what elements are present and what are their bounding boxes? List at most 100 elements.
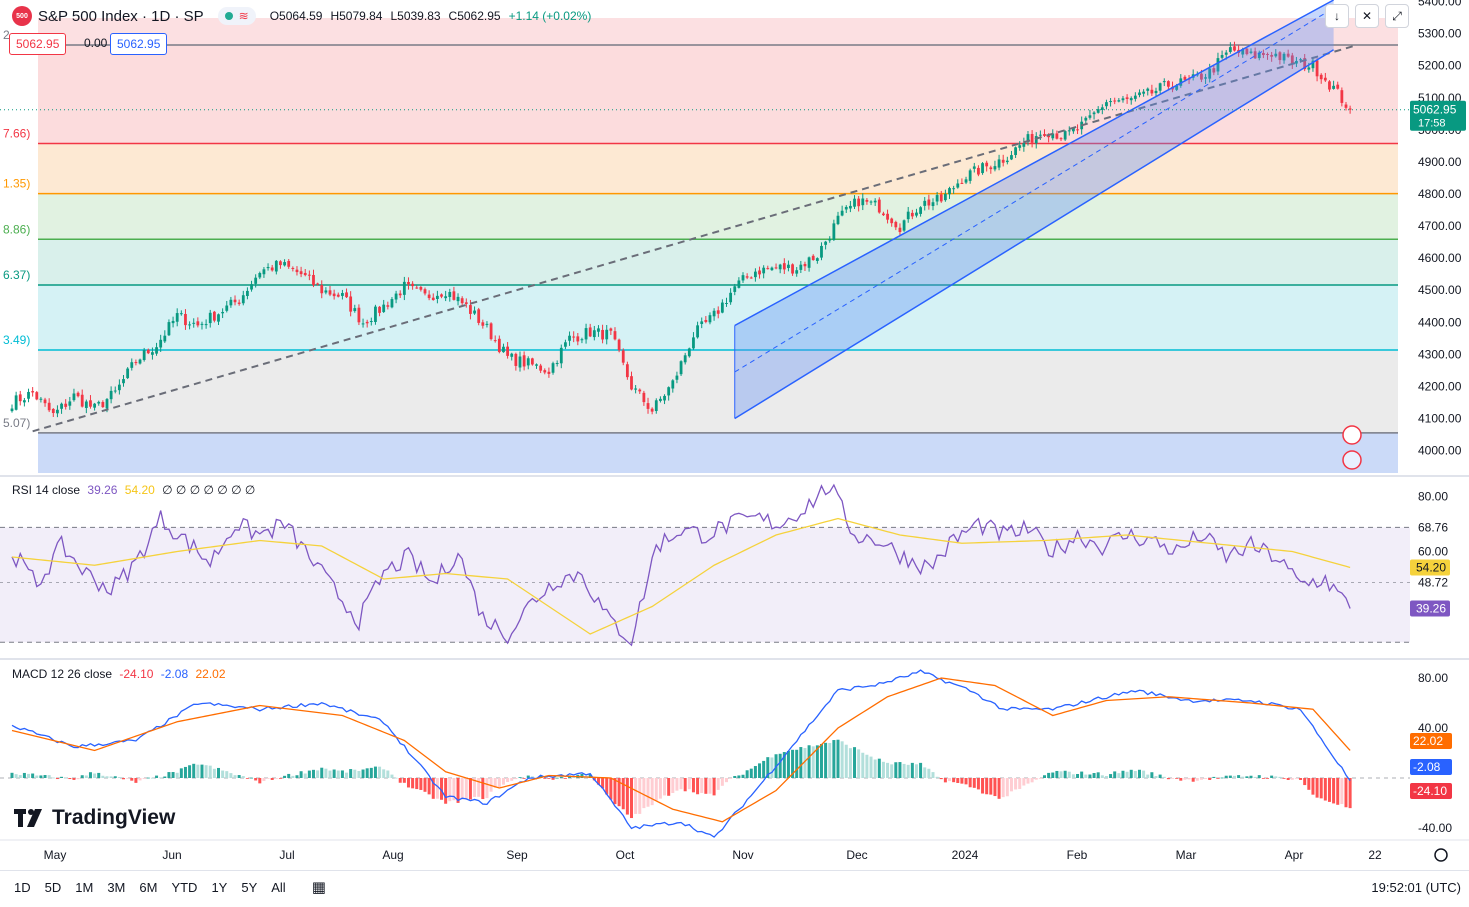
candle[interactable] [295,266,299,276]
candle[interactable] [1179,74,1183,88]
candle[interactable] [659,396,662,403]
range-1d[interactable]: 1D [14,879,31,895]
candle[interactable] [1274,49,1278,58]
candle[interactable] [258,271,262,280]
candle[interactable] [770,266,774,271]
candle[interactable] [18,390,22,406]
candle[interactable] [241,290,245,306]
rsi-line[interactable] [11,483,1351,647]
candle[interactable] [1328,80,1331,92]
candle[interactable] [341,289,344,300]
candle[interactable] [1055,130,1059,140]
candle[interactable] [1043,129,1046,138]
candle[interactable] [807,256,811,272]
last-price-badge[interactable] [1410,100,1466,131]
candle[interactable] [464,298,468,308]
candle[interactable] [977,165,980,177]
candle[interactable] [588,323,592,338]
candle[interactable] [184,309,187,330]
candle[interactable] [1290,52,1294,69]
candle[interactable] [1142,89,1146,97]
candle[interactable] [840,205,844,217]
candle[interactable] [1138,89,1141,98]
candle[interactable] [72,388,76,402]
us-flag-icon[interactable] [1342,450,1362,470]
candle[interactable] [89,395,92,409]
candle[interactable] [1336,81,1340,90]
candle[interactable] [361,318,365,328]
candle[interactable] [754,268,757,282]
candle[interactable] [700,317,704,329]
candle[interactable] [1340,87,1344,107]
candle[interactable] [229,296,233,308]
candle[interactable] [708,312,712,325]
candle[interactable] [481,319,485,329]
candle[interactable] [1030,130,1034,148]
candle[interactable] [1129,96,1133,105]
candle[interactable] [535,363,538,369]
candle[interactable] [811,254,815,261]
candle[interactable] [407,277,410,290]
candle[interactable] [274,259,278,275]
ask-price-box[interactable]: 5062.95 [110,33,168,55]
candle[interactable] [634,385,638,394]
candle[interactable] [679,360,683,377]
candle[interactable] [1348,105,1352,114]
candle[interactable] [741,272,745,283]
candle[interactable] [923,197,927,211]
candle[interactable] [146,348,150,355]
candle[interactable] [927,194,931,210]
candle[interactable] [803,261,807,272]
candle[interactable] [435,290,439,304]
candle[interactable] [502,343,505,353]
macd-legend[interactable]: MACD 12 26 close -24.10 -2.08 22.02 [12,667,226,681]
candle[interactable] [254,274,258,288]
candle[interactable] [163,330,167,344]
candle[interactable] [1315,58,1319,82]
candle[interactable] [1245,48,1249,56]
candle[interactable] [675,371,679,384]
candle[interactable] [473,306,476,315]
candle[interactable] [43,397,47,407]
candle[interactable] [844,205,848,213]
collapse-icon[interactable]: ✕ [1355,4,1379,28]
candle[interactable] [1216,52,1220,76]
candle[interactable] [993,160,997,172]
lightning-icon[interactable] [1342,425,1362,445]
candle[interactable] [320,280,324,299]
candle[interactable] [597,325,600,337]
candle[interactable] [1100,104,1104,115]
candle[interactable] [394,290,398,304]
candle[interactable] [60,402,63,414]
candle[interactable] [411,281,415,290]
candle[interactable] [279,260,282,269]
candle[interactable] [262,267,266,278]
candle[interactable] [630,371,633,391]
candle[interactable] [564,339,567,350]
bid-price-box[interactable]: 5062.95 [9,33,67,55]
candle[interactable] [39,397,43,403]
candle[interactable] [617,338,621,353]
range-6m[interactable]: 6M [139,879,158,895]
candle[interactable] [440,293,443,299]
candle[interactable] [1125,94,1129,104]
candle[interactable] [1059,137,1063,142]
candle[interactable] [787,260,790,272]
candle[interactable] [142,347,146,362]
candle[interactable] [456,293,460,306]
candle[interactable] [68,396,72,410]
candle[interactable] [638,388,642,394]
candle[interactable] [167,319,171,337]
candle[interactable] [1204,73,1207,85]
candle[interactable] [791,263,794,276]
candle[interactable] [935,191,939,206]
range-5y[interactable]: 5Y [241,879,258,895]
candle[interactable] [493,335,497,343]
candle[interactable] [1034,132,1038,149]
candle[interactable] [138,358,142,365]
candle[interactable] [774,263,778,270]
candle[interactable] [1010,150,1013,161]
candle[interactable] [171,316,175,328]
channel-upper-line[interactable] [734,0,1334,327]
candle[interactable] [522,351,526,371]
